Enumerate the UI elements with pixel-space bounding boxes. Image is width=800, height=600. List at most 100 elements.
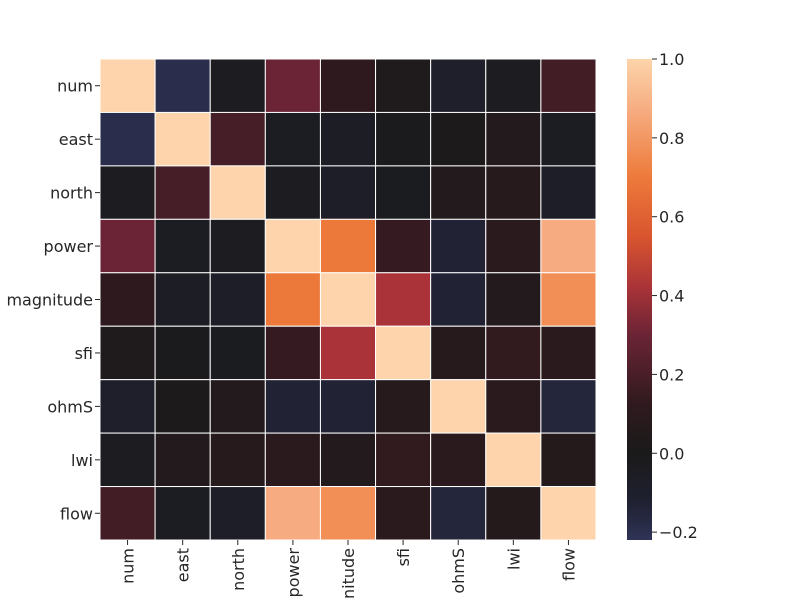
heatmap-cell-ohmS-ohmS	[430, 379, 487, 434]
heatmap-cell-north-sfi	[375, 165, 432, 220]
heatmap-cell-east-power	[264, 111, 321, 167]
x-tick-label: lwi	[504, 548, 523, 570]
heatmap-cell-magnitude-east	[154, 272, 211, 327]
x-tick-label: nitude	[339, 548, 358, 599]
heatmap-cell-num-power	[264, 58, 321, 113]
heatmap-cell-sfi-magnitude	[319, 325, 377, 381]
colorbar-tick-label: 0.0	[659, 444, 684, 463]
heatmap-cell-lwi-flow	[540, 432, 597, 488]
heatmap-cell-north-lwi	[485, 165, 542, 220]
heatmap-cell-north-num	[99, 165, 156, 220]
heatmap-cell-magnitude-north	[209, 272, 266, 327]
heatmap-cell-east-sfi	[375, 111, 432, 167]
heatmap-cell-power-sfi	[375, 218, 432, 274]
heatmap-cell-magnitude-num	[99, 272, 156, 327]
heatmap-cell-ohmS-sfi	[375, 379, 432, 434]
x-tick-label: north	[229, 548, 248, 591]
x-tick-label: flow	[559, 548, 578, 581]
heatmap-cell-sfi-num	[99, 325, 156, 381]
heatmap-cell-power-magnitude	[319, 218, 377, 274]
colorbar-tick-label: 0.2	[659, 365, 684, 384]
heatmap-cell-ohmS-north	[209, 379, 266, 434]
heatmap-cell-magnitude-magnitude	[319, 272, 377, 327]
heatmap-cell-lwi-north	[209, 432, 266, 488]
heatmap-cell-num-lwi	[485, 58, 542, 113]
heatmap-cell-east-magnitude	[319, 111, 377, 167]
heatmap-cell-sfi-lwi	[485, 325, 542, 381]
colorbar-tick-label: 0.8	[659, 129, 684, 148]
heatmap-cells	[99, 58, 597, 541]
heatmap-cell-lwi-num	[99, 432, 156, 488]
heatmap-cell-north-flow	[540, 165, 597, 220]
colorbar-tick-label: 0.6	[659, 208, 684, 227]
x-tick-label: east	[174, 548, 193, 582]
heatmap-cell-magnitude-sfi	[375, 272, 432, 327]
x-tick-label: num	[119, 548, 138, 584]
y-tick-label: north	[50, 184, 93, 203]
heatmap-cell-flow-ohmS	[430, 486, 487, 541]
heatmap-cell-east-num	[99, 111, 156, 167]
heatmap-cell-flow-east	[154, 486, 211, 541]
heatmap-cell-num-north	[209, 58, 266, 113]
heatmap-cell-ohmS-magnitude	[319, 379, 377, 434]
heatmap-cell-num-ohmS	[430, 58, 487, 113]
heatmap-cell-east-flow	[540, 111, 597, 167]
heatmap-cell-east-east	[154, 111, 211, 167]
colorbar-gradient	[627, 59, 652, 540]
y-tick-label: east	[59, 130, 93, 149]
y-tick-label: magnitude	[6, 291, 93, 310]
heatmap-cell-magnitude-flow	[540, 272, 597, 327]
heatmap-cell-ohmS-east	[154, 379, 211, 434]
heatmap-cell-magnitude-ohmS	[430, 272, 487, 327]
y-tick-label: power	[44, 237, 94, 256]
heatmap-cell-lwi-ohmS	[430, 432, 487, 488]
heatmap-cell-sfi-power	[264, 325, 321, 381]
y-tick-label: ohmS	[47, 397, 93, 416]
heatmap-cell-north-magnitude	[319, 165, 377, 220]
heatmap-cell-sfi-east	[154, 325, 211, 381]
colorbar-ticks: −0.2 0.0 0.2 0.4 0.6 0.8 1.0	[652, 50, 698, 542]
heatmap-cell-num-magnitude	[319, 58, 377, 113]
heatmap-cell-north-ohmS	[430, 165, 487, 220]
heatmap-cell-power-north	[209, 218, 266, 274]
heatmap-cell-east-north	[209, 111, 266, 167]
y-tick-label: lwi	[71, 451, 93, 470]
heatmap-cell-power-flow	[540, 218, 597, 274]
heatmap-cell-num-flow	[540, 58, 597, 113]
colorbar-tick-label: −0.2	[659, 523, 698, 542]
heatmap-cell-lwi-east	[154, 432, 211, 488]
heatmap-cell-ohmS-flow	[540, 379, 597, 434]
x-axis-ticks: num east north power nitude sfi ohmS lwi flow	[119, 540, 578, 599]
heatmap-cell-east-lwi	[485, 111, 542, 167]
heatmap-cell-num-sfi	[375, 58, 432, 113]
heatmap-cell-num-num	[99, 58, 156, 113]
x-tick-label: power	[284, 548, 303, 598]
heatmap-cell-lwi-magnitude	[319, 432, 377, 488]
heatmap-cell-north-east	[154, 165, 211, 220]
heatmap-cell-flow-num	[99, 486, 156, 541]
heatmap-cell-ohmS-lwi	[485, 379, 542, 434]
heatmap-cell-power-ohmS	[430, 218, 487, 274]
heatmap-cell-magnitude-power	[264, 272, 321, 327]
heatmap-cell-flow-power	[264, 486, 321, 541]
y-tick-label: num	[57, 77, 93, 96]
colorbar: −0.2 0.0 0.2 0.4 0.6 0.8 1.0	[627, 50, 698, 542]
heatmap-cell-flow-sfi	[375, 486, 432, 541]
heatmap-cell-ohmS-power	[264, 379, 321, 434]
heatmap-cell-flow-flow	[540, 486, 597, 541]
heatmap-cell-flow-lwi	[485, 486, 542, 541]
x-tick-label: sfi	[394, 548, 413, 566]
heatmap-cell-power-east	[154, 218, 211, 274]
heatmap-cell-lwi-lwi	[485, 432, 542, 488]
heatmap-cell-sfi-ohmS	[430, 325, 487, 381]
heatmap-cell-sfi-north	[209, 325, 266, 381]
heatmap-cell-flow-magnitude	[319, 486, 377, 541]
colorbar-tick-label: 0.4	[659, 287, 684, 306]
heatmap-cell-north-north	[209, 165, 266, 220]
heatmap-cell-power-lwi	[485, 218, 542, 274]
heatmap-cell-lwi-sfi	[375, 432, 432, 488]
heatmap-cell-sfi-sfi	[375, 325, 432, 381]
colorbar-tick-label: 1.0	[659, 50, 684, 69]
heatmap-cell-north-power	[264, 165, 321, 220]
